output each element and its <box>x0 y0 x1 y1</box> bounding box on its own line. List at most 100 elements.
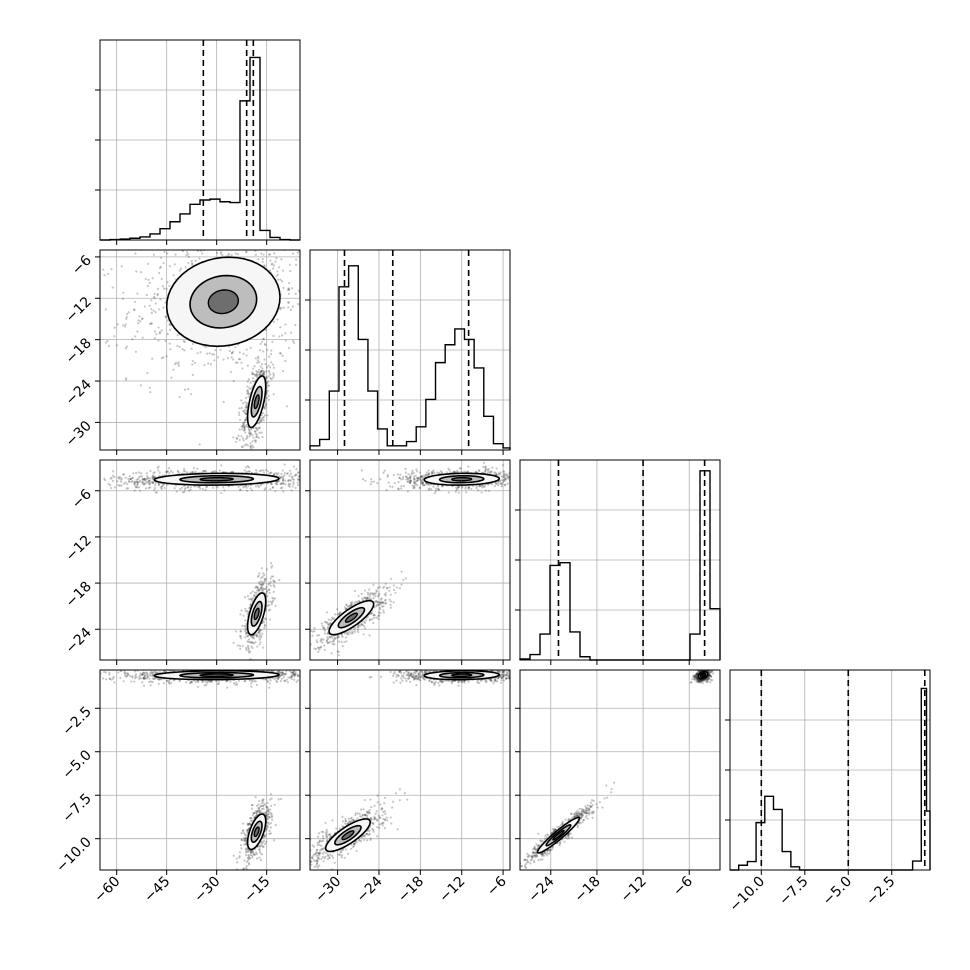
scatter-point <box>272 267 275 270</box>
scatter-point <box>423 484 426 487</box>
scatter-point <box>239 488 242 491</box>
scatter-point <box>168 323 172 327</box>
scatter-point <box>293 673 296 676</box>
scatter-point <box>281 354 284 357</box>
scatter-point <box>135 480 138 483</box>
scatter-point <box>522 490 524 492</box>
scatter-point <box>255 471 258 474</box>
scatter-point <box>112 677 115 680</box>
scatter-point <box>278 245 280 247</box>
scatter-point <box>103 479 107 482</box>
scatter-point <box>113 326 116 329</box>
scatter-point <box>245 354 248 357</box>
scatter-point <box>454 490 457 493</box>
scatter-point <box>304 673 306 675</box>
scatter-point <box>145 481 148 484</box>
scatter-point <box>124 323 127 326</box>
scatter-point <box>209 363 213 366</box>
scatter-point <box>207 680 210 683</box>
scatter-point <box>270 603 273 606</box>
scatter-point <box>273 839 276 842</box>
scatter-point <box>269 793 272 796</box>
scatter-point <box>274 676 278 680</box>
scatter-point <box>260 567 263 570</box>
scatter-point <box>134 486 137 489</box>
scatter-point <box>102 268 105 271</box>
scatter-point <box>259 844 262 848</box>
scatter-point <box>238 644 242 647</box>
scatter-point <box>255 585 258 588</box>
scatter-point <box>275 480 279 483</box>
scatter-point <box>409 480 412 483</box>
scatter-point <box>246 389 249 392</box>
scatter-point <box>283 472 286 475</box>
scatter-point <box>143 477 146 480</box>
scatter-point <box>191 373 194 376</box>
scatter-point <box>215 680 218 683</box>
scatter-point <box>182 484 186 488</box>
scatter-point <box>425 473 428 477</box>
scatter-point <box>243 595 247 599</box>
scatter-point <box>323 475 325 477</box>
scatter-point <box>196 467 199 470</box>
scatter-point <box>240 435 243 438</box>
scatter-point <box>268 253 271 256</box>
scatter-point <box>272 472 276 475</box>
scatter-point <box>159 486 162 489</box>
scatter-point <box>249 657 252 660</box>
scatter-point <box>143 305 146 308</box>
scatter-point <box>255 811 258 814</box>
scatter-point <box>267 808 270 811</box>
scatter-point <box>272 597 275 600</box>
scatter-point <box>201 487 204 491</box>
scatter-point <box>307 267 309 269</box>
scatter-point <box>266 818 269 821</box>
scatter-point <box>138 471 141 474</box>
scatter-point <box>242 422 245 425</box>
scatter-point <box>145 673 149 677</box>
scatter-point <box>260 252 263 255</box>
scatter-point <box>245 443 248 446</box>
scatter-point <box>269 798 272 801</box>
scatter-point <box>322 491 324 493</box>
scatter-point <box>183 340 186 344</box>
scatter-point <box>198 234 200 236</box>
scatter-point <box>466 470 469 473</box>
scatter-point <box>289 676 292 679</box>
scatter-point <box>251 371 254 374</box>
scatter-point <box>247 484 250 487</box>
scatter-point <box>242 867 246 870</box>
scatter-point <box>409 475 412 479</box>
scatter-point <box>430 472 434 475</box>
scatter-point <box>135 270 138 273</box>
scatter-point <box>113 681 116 684</box>
scatter-point <box>165 470 168 474</box>
scatter-point <box>419 476 423 479</box>
scatter-point <box>410 479 413 483</box>
scatter-point <box>140 475 144 478</box>
scatter-point <box>277 231 279 233</box>
scatter-point <box>138 677 141 680</box>
scatter-point <box>284 247 286 249</box>
scatter-point <box>237 434 240 437</box>
scatter-point <box>305 671 307 673</box>
scatter-point <box>282 482 285 485</box>
scatter-point <box>270 575 273 578</box>
scatter-point <box>269 471 272 474</box>
scatter-point <box>130 480 133 484</box>
scatter-point <box>254 586 257 589</box>
scatter-point <box>266 680 269 683</box>
scatter-point <box>321 480 323 482</box>
scatter-point <box>229 370 233 374</box>
scatter-point <box>514 474 516 476</box>
scatter-point <box>296 483 300 487</box>
scatter-point <box>503 475 506 479</box>
scatter-point <box>260 842 263 845</box>
scatter-point <box>244 836 247 840</box>
scatter-point <box>398 476 401 479</box>
scatter-point <box>268 808 272 811</box>
scatter-point <box>411 484 414 487</box>
scatter-point <box>272 245 274 247</box>
scatter-point <box>267 813 270 816</box>
scatter-point <box>261 416 264 419</box>
